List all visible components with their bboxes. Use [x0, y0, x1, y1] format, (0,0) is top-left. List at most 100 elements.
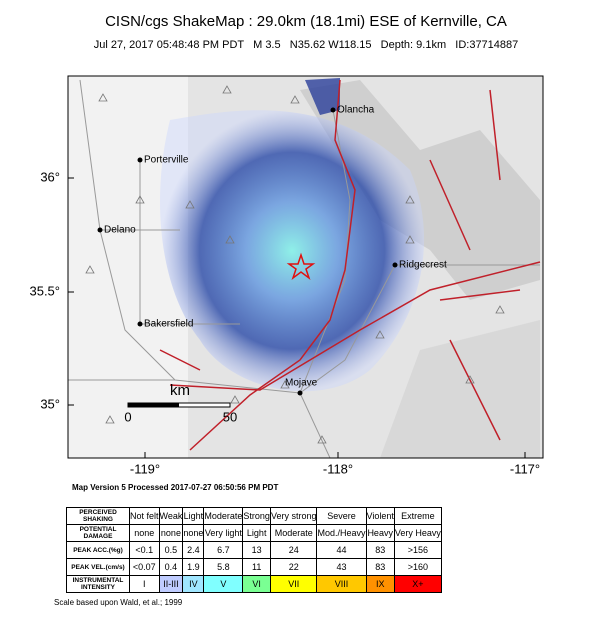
legend-cell: 6.7 — [203, 541, 244, 559]
legend-cell: none — [182, 524, 205, 542]
legend-cell: Very Heavy — [393, 524, 442, 542]
legend-cell: 22 — [269, 558, 318, 576]
map-frame — [67, 75, 544, 459]
legend-cell: Strong — [242, 507, 271, 525]
legend-cell: VI — [242, 575, 271, 593]
legend-cell: 83 — [365, 558, 395, 576]
legend-cell: >160 — [393, 558, 442, 576]
station — [105, 415, 115, 424]
station — [85, 265, 95, 274]
station — [222, 85, 232, 94]
legend-cell: Heavy — [365, 524, 395, 542]
legend-cell: 83 — [365, 541, 395, 559]
row-label: PERCEIVED SHAKING — [66, 507, 130, 525]
stations — [85, 85, 505, 444]
legend-cell: 44 — [316, 541, 367, 559]
legend-row: POTENTIAL DAMAGE none none none Very light Li… — [66, 524, 442, 542]
terrain-relief — [380, 320, 540, 458]
station — [465, 375, 475, 384]
place-dot — [97, 227, 103, 233]
legend-cell: 1.9 — [182, 558, 205, 576]
legend-cell: IX — [365, 575, 395, 593]
place-dot — [137, 321, 143, 327]
legend-cell: Severe — [316, 507, 367, 525]
legend-cell: Very strong — [269, 507, 318, 525]
legend-cell: <0.1 — [129, 541, 160, 559]
place-dot — [330, 107, 336, 113]
legend-cell: II-III — [158, 575, 184, 593]
title: CISN/cgs ShakeMap : 29.0km (18.1mi) ESE … — [105, 13, 507, 30]
legend-cell: Moderate — [269, 524, 318, 542]
legend-cell: Moderate — [203, 507, 244, 525]
legend-cell: VIII — [316, 575, 367, 593]
legend-cell: VII — [269, 575, 318, 593]
lon-label: -117° — [510, 461, 540, 476]
station — [135, 195, 145, 204]
legend-cell: Light — [182, 507, 205, 525]
place-label: Porterville — [144, 155, 189, 166]
shaking-area — [160, 110, 425, 392]
legend-cell: none — [129, 524, 160, 542]
place-label: Ridgecrest — [399, 260, 447, 271]
place-label: Mojave — [285, 378, 318, 389]
station — [98, 93, 108, 102]
legend-cell: 5.8 — [203, 558, 244, 576]
station — [230, 395, 240, 404]
shaking-area — [305, 78, 340, 115]
lat-label: 35° — [40, 396, 60, 411]
legend-cell: V — [203, 575, 244, 593]
legend-cell: I — [129, 575, 160, 593]
station — [317, 435, 327, 444]
legend-cell: 0.5 — [158, 541, 184, 559]
row-label: INSTRUMENTAL INTENSITY — [66, 575, 130, 593]
legend-cell: Extreme — [393, 507, 442, 525]
legend-cell: none — [158, 524, 184, 542]
place-label: Olancha — [337, 105, 375, 116]
legend-cell: 24 — [269, 541, 318, 559]
legend-cell: >156 — [393, 541, 442, 559]
lon-label: -119° — [130, 461, 160, 476]
legend-cell: 11 — [242, 558, 271, 576]
legend-cell: Not felt — [129, 507, 160, 525]
legend-row: PERCEIVED SHAKING Not felt Weak Light Modera… — [66, 507, 442, 525]
station — [280, 380, 290, 389]
legend-cell: <0.07 — [129, 558, 160, 576]
legend-cell: X+ — [393, 575, 442, 593]
faults — [159, 79, 541, 451]
legend-cell: Violent — [365, 507, 395, 525]
place-dot — [137, 157, 143, 163]
place-label: Bakersfield — [144, 319, 193, 330]
legend-cell: 13 — [242, 541, 271, 559]
station — [225, 235, 235, 244]
legend-row: INSTRUMENTAL INTENSITY I II-III IV V VI VII VII… — [66, 575, 442, 593]
legend-cell: 2.4 — [182, 541, 205, 559]
subtitle: Jul 27, 2017 05:48:48 PM PDT M 3.5 N35.6… — [94, 39, 519, 51]
scale-start: 0 — [124, 409, 131, 424]
legend-cell: IV — [182, 575, 205, 593]
row-label: POTENTIAL DAMAGE — [66, 524, 130, 542]
version: Map Version 5 Processed 2017-07-27 06:50… — [72, 483, 278, 492]
legend-cell: Mod./Heavy — [316, 524, 367, 542]
station — [405, 235, 415, 244]
intensity-legend: PERCEIVED SHAKING Not felt Weak Light Modera… — [66, 507, 442, 593]
place-dot — [297, 390, 303, 396]
scale-bar-fill — [128, 403, 179, 407]
legend-cell: Light — [242, 524, 271, 542]
row-label: PEAK ACC.(%g) — [66, 541, 130, 559]
epicenter — [286, 252, 316, 281]
map-figure: CISN/cgs ShakeMap : 29.0km (18.1mi) ESE … — [29, 13, 544, 492]
station — [495, 305, 505, 314]
legend-cell: 43 — [316, 558, 367, 576]
lat-label: 36° — [40, 169, 60, 184]
legend-row: PEAK ACC.(%g) <0.1 0.5 2.4 6.7 13 24 44 83 >156 — [66, 541, 442, 559]
footnote: Scale based upon Wald, et al.; 1999 — [54, 598, 183, 607]
legend-row: PEAK VEL.(cm/s) <0.07 0.4 1.9 5.8 11 22 43 83 >16… — [66, 558, 442, 576]
station — [185, 200, 195, 209]
row-label: PEAK VEL.(cm/s) — [66, 558, 130, 576]
legend-cell: Weak — [158, 507, 184, 525]
map-area: Olancha Porterville Delano Ridgecrest Bakers… — [68, 76, 543, 458]
place-dot — [392, 262, 398, 268]
lat-label: 35.5° — [29, 283, 60, 298]
scale-bar: km 0 50 — [124, 382, 237, 424]
